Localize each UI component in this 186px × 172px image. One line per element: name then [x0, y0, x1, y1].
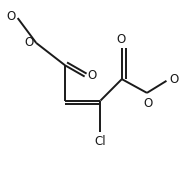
Text: O: O: [169, 73, 179, 87]
Text: O: O: [7, 10, 16, 23]
Text: O: O: [87, 69, 97, 82]
Text: O: O: [116, 33, 126, 46]
Text: Cl: Cl: [95, 135, 106, 148]
Text: O: O: [24, 36, 33, 49]
Text: O: O: [143, 97, 153, 110]
